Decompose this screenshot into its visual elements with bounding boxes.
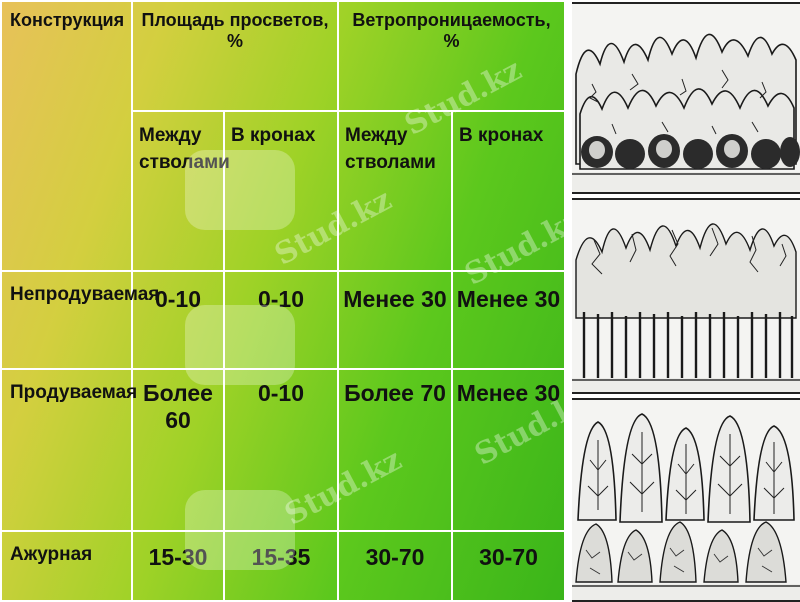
table-area: Конструкция Площадь просветов, % Ветропр… (0, 0, 564, 600)
table-cell: 15-35 (223, 530, 339, 600)
table-row: Ажурная 15-30 15-35 30-70 30-70 (0, 530, 564, 600)
table-cell: 0-10 (131, 270, 225, 370)
subheader-between-trunks: Между стволами (131, 110, 230, 272)
openwork-forest-belt-illustration (572, 398, 800, 602)
row-label: Ажурная (0, 530, 133, 600)
windblown-forest-belt-illustration (572, 198, 800, 394)
subheader-in-crowns: В кронах (223, 110, 339, 272)
table-cell: Более 60 (131, 368, 225, 532)
table-cell: Более 70 (337, 368, 453, 532)
subheader-between-trunks: Между стволами (337, 110, 453, 272)
row-label: Продуваемая (0, 368, 137, 532)
table-cell: 30-70 (337, 530, 453, 600)
table-row: Непродуваемая 0-10 0-10 Менее 30 Менее 3… (0, 270, 564, 370)
table-cell: Менее 30 (451, 270, 564, 370)
dense-forest-belt-illustration (572, 2, 800, 194)
row-label: Непродуваемая (0, 270, 159, 370)
table-cell: 15-30 (131, 530, 225, 600)
header-wind-permeability: Ветропроницаемость, % (337, 0, 564, 112)
table-cell: 0-10 (223, 270, 339, 370)
table-cell: Менее 30 (451, 368, 564, 532)
table-cell: Менее 30 (337, 270, 453, 370)
table-row: Продуваемая Более 60 0-10 Более 70 Менее… (0, 368, 564, 532)
forest-belt-table: Конструкция Площадь просветов, % Ветропр… (0, 0, 564, 600)
table-cell: 0-10 (223, 368, 339, 532)
header-construction: Конструкция (0, 0, 133, 272)
subheader-in-crowns: В кронах (451, 110, 564, 272)
header-clear-area: Площадь просветов, % (131, 0, 339, 112)
table-cell: 30-70 (451, 530, 564, 600)
illustrations-column (572, 0, 800, 602)
